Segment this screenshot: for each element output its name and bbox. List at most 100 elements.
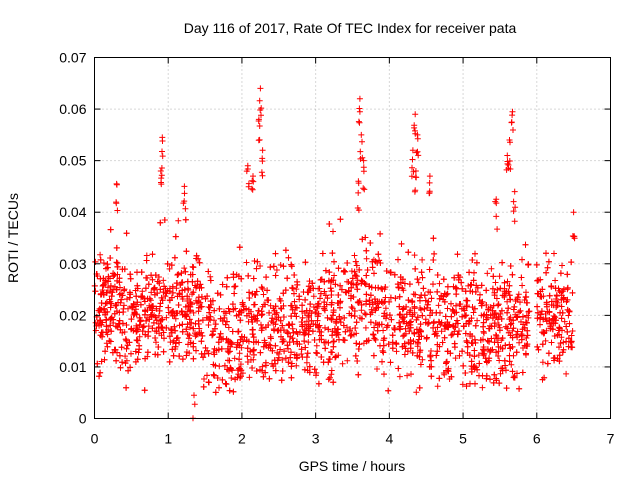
data-point (293, 362, 300, 369)
data-point (322, 345, 329, 352)
data-point (209, 332, 216, 339)
data-point (215, 339, 222, 346)
data-point (258, 169, 265, 176)
data-point (413, 389, 420, 396)
data-point (160, 329, 167, 336)
data-point (459, 381, 466, 388)
data-point (507, 296, 514, 303)
data-point (332, 281, 339, 288)
y-tick-label: 0.05 (59, 153, 86, 169)
data-point (444, 305, 451, 312)
data-point (243, 259, 250, 266)
data-point (107, 322, 114, 329)
data-point (331, 272, 338, 279)
data-point (347, 332, 354, 339)
data-point (192, 330, 198, 337)
data-point (342, 328, 349, 335)
data-point (98, 358, 105, 365)
data-point (383, 324, 390, 331)
data-point (404, 372, 411, 379)
data-point (253, 338, 260, 345)
data-point (493, 200, 500, 207)
data-point (356, 108, 363, 115)
data-point (103, 265, 109, 272)
data-point (243, 312, 250, 319)
data-point (299, 302, 306, 309)
data-point (436, 319, 443, 326)
data-point (354, 286, 361, 293)
data-point (453, 291, 460, 298)
data-point (171, 254, 178, 261)
data-point (417, 321, 424, 328)
data-point (105, 284, 111, 291)
data-point (251, 301, 258, 308)
data-point (201, 350, 208, 357)
data-point (502, 342, 509, 349)
data-point (170, 352, 177, 359)
data-point (246, 289, 253, 296)
data-point (565, 312, 572, 319)
data-point (113, 181, 120, 188)
data-point (157, 168, 164, 174)
data-point (416, 384, 423, 391)
data-point (507, 345, 514, 352)
data-point (459, 313, 466, 320)
data-point (534, 303, 541, 310)
data-point (524, 332, 531, 339)
data-point (393, 340, 400, 347)
data-point (206, 309, 213, 316)
data-point (231, 290, 238, 297)
data-point (289, 321, 296, 328)
data-point (351, 268, 358, 275)
data-point (120, 309, 127, 315)
data-point (510, 306, 517, 313)
data-point (556, 352, 563, 359)
data-point (258, 308, 265, 315)
data-point (413, 149, 420, 156)
data-point (444, 283, 451, 290)
data-point (348, 331, 355, 338)
data-point (546, 309, 553, 316)
data-point (509, 368, 516, 375)
data-point (472, 322, 479, 329)
data-point (417, 361, 424, 368)
data-point (335, 331, 342, 338)
data-point (280, 290, 287, 297)
data-point (284, 275, 291, 282)
data-point (111, 283, 118, 290)
data-point (333, 316, 340, 323)
data-point (553, 296, 560, 302)
data-point (153, 305, 160, 312)
data-point (426, 188, 433, 195)
data-point (396, 373, 403, 380)
data-point (512, 298, 519, 304)
data-point (351, 252, 358, 259)
data-point (406, 319, 413, 326)
data-point (382, 305, 389, 312)
data-point (160, 277, 167, 284)
data-point (515, 291, 522, 298)
data-point (566, 320, 573, 327)
data-point (99, 287, 106, 293)
data-point (244, 166, 251, 172)
data-point (559, 327, 565, 334)
data-point (340, 322, 347, 329)
data-point (534, 315, 541, 322)
data-point (449, 331, 456, 338)
data-point (151, 284, 158, 291)
data-point (520, 314, 526, 320)
data-point (393, 348, 400, 355)
data-point (387, 294, 394, 301)
data-point (299, 308, 306, 315)
data-point (538, 308, 545, 315)
data-point (380, 349, 387, 356)
data-point (460, 362, 467, 369)
data-point (237, 374, 243, 381)
data-point (107, 282, 114, 289)
data-point (468, 368, 475, 375)
data-point (330, 307, 337, 314)
data-point (426, 173, 433, 180)
data-point (514, 294, 521, 301)
data-point (353, 319, 360, 326)
data-point (92, 288, 99, 295)
